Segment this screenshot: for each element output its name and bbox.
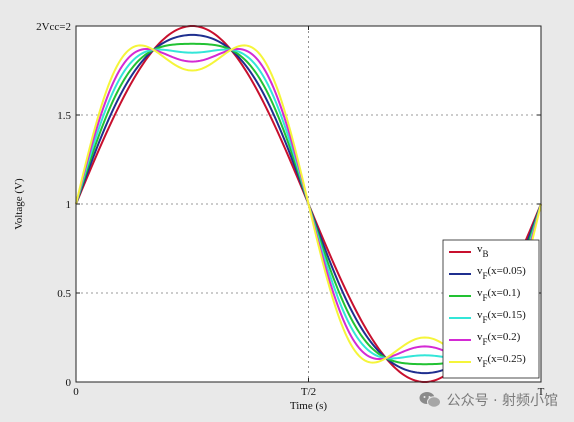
- y-tick-label: 2Vcc=2: [36, 21, 71, 33]
- legend-label: vB: [477, 243, 489, 259]
- watermark-text: 公众号 · 射频小馆: [446, 393, 558, 409]
- y-tick-label: 1: [66, 199, 72, 211]
- x-tick-label: T: [538, 386, 545, 398]
- legend-label: vF(x=0.25): [477, 353, 526, 369]
- legend-box: [442, 239, 540, 379]
- legend-label: vF(x=0.2): [477, 331, 521, 347]
- y-axis-label: Voltage (V): [13, 178, 25, 230]
- watermark: 公众号 · 射频小馆: [419, 390, 558, 410]
- x-tick-label: 0: [73, 386, 79, 398]
- wechat-logo-icon: [419, 392, 441, 408]
- y-tick-label: 0: [66, 377, 72, 389]
- legend-label: vF(x=0.05): [477, 265, 526, 281]
- x-tick-label: T/2: [301, 386, 316, 398]
- x-axis-label: Time (s): [290, 400, 328, 412]
- legend-label: vF(x=0.1): [477, 287, 521, 303]
- y-tick-label: 0.5: [57, 288, 71, 300]
- legend: vB vF(x=0.05) vF(x=0.1) vF(x=0.15) vF(x=0.2)…: [442, 239, 540, 379]
- legend-label: vF(x=0.15): [477, 309, 526, 325]
- y-tick-label: 1.5: [57, 110, 71, 122]
